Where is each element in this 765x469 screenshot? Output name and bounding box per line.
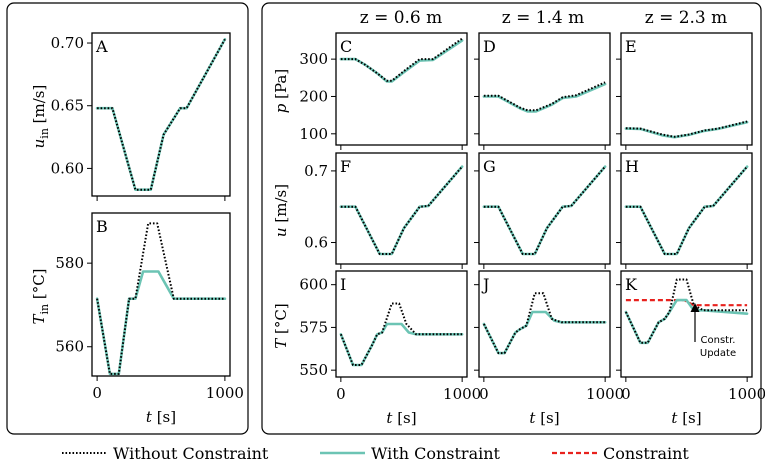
- panel-letter: B: [96, 217, 108, 236]
- column-title-3: z = 2.3 m: [645, 8, 728, 28]
- x-axis-label: t [s]: [671, 409, 701, 427]
- annotation-line-1: Constr.: [701, 335, 736, 346]
- panel-i: 550 575 600 0 1000 I T [°C] t [s]: [272, 270, 481, 427]
- x-tick-label: 1000: [443, 385, 481, 403]
- series-line-without-constraint: [96, 222, 225, 375]
- y-axis-label: Tin [°C]: [30, 268, 51, 324]
- column-title-1: z = 0.6 m: [360, 8, 443, 28]
- panel-letter: C: [340, 37, 352, 56]
- axes-box: [335, 152, 468, 265]
- y-tick-label: 100: [299, 125, 328, 143]
- panel-h: H: [616, 152, 753, 269]
- axes-box: [478, 270, 611, 378]
- y-tick-label: 560: [55, 338, 84, 356]
- right-group-frame: [261, 2, 762, 435]
- panel-letter: E: [625, 37, 637, 56]
- panel-e: E: [616, 32, 753, 150]
- y-tick-label: 550: [299, 361, 328, 379]
- x-tick-label: 0: [621, 385, 631, 403]
- legend-label-constraint: Constraint: [603, 444, 689, 463]
- series-line-with-constraint: [339, 165, 464, 256]
- y-tick-label: 0.65: [51, 97, 84, 115]
- y-tick-label: 575: [299, 318, 328, 336]
- x-axis-label: t [s]: [386, 409, 416, 427]
- x-tick-label: 0: [92, 384, 102, 402]
- axes-box: [620, 32, 753, 146]
- panel-k: 0 1000 Kt [s]: [616, 270, 765, 427]
- series-line-with-constraint: [95, 37, 227, 191]
- series-line-without-constraint: [483, 81, 606, 112]
- panel-f: 0.6 0.7 Fu [m/s]: [272, 152, 468, 269]
- y-tick-label: 0.60: [51, 159, 84, 177]
- series-line-with-constraint: [95, 270, 227, 376]
- axes-box: [91, 212, 231, 377]
- series-line-without-constraint: [625, 165, 748, 255]
- axes-box: [91, 32, 231, 197]
- y-tick-label: 300: [299, 50, 328, 68]
- y-tick-label: 600: [299, 276, 328, 294]
- panel-letter: F: [340, 157, 351, 176]
- panel-c: 100 200 300 Cp [Pa]: [272, 32, 468, 150]
- panel-g: G: [474, 152, 611, 269]
- series-line-with-constraint: [482, 310, 607, 355]
- series-line-with-constraint: [339, 39, 464, 83]
- left-group-frame: [6, 2, 249, 435]
- legend: Without Constraint With Constraint Const…: [62, 444, 689, 463]
- panel-letter: J: [481, 275, 489, 294]
- panel-d: D: [474, 32, 611, 150]
- series-line-without-constraint: [483, 292, 606, 355]
- panel-letter: I: [340, 275, 346, 294]
- axes-box: [335, 32, 468, 146]
- series-line-without-constraint: [483, 165, 606, 255]
- annotation-arrowhead: [690, 303, 700, 312]
- axes-box: [478, 32, 611, 146]
- series-line-without-constraint: [340, 165, 463, 255]
- series-line-with-constraint: [482, 165, 607, 256]
- y-axis-label: T [°C]: [272, 303, 290, 348]
- series-line-with-constraint: [624, 165, 749, 256]
- axes-box: [478, 152, 611, 265]
- axes-box: [620, 270, 753, 378]
- x-tick-label: 0: [336, 385, 346, 403]
- column-title-2: z = 1.4 m: [502, 8, 585, 28]
- x-tick-label: 1000: [728, 385, 765, 403]
- series-line-without-constraint: [97, 38, 226, 191]
- y-tick-label: 0.70: [51, 34, 84, 52]
- panel-letter: H: [625, 157, 639, 176]
- y-axis-label: u [m/s]: [272, 184, 290, 237]
- panel-letter: K: [625, 275, 638, 294]
- y-tick-label: 580: [55, 254, 84, 272]
- x-tick-label: 1000: [586, 385, 624, 403]
- series-line-without-constraint: [339, 302, 463, 366]
- panel-j: 0 1000 Jt [s]: [474, 270, 624, 427]
- panel-letter: D: [483, 37, 496, 56]
- panel-b: 560 580 0 1000 B Tin [°C] t [s]: [30, 212, 244, 426]
- legend-label-without-constraint: Without Constraint: [113, 444, 269, 463]
- x-axis-label: t [s]: [146, 408, 176, 426]
- y-axis-label: p [Pa]: [272, 69, 290, 113]
- panel-letter: A: [95, 37, 108, 56]
- x-tick-label: 0: [479, 385, 489, 403]
- series-line-without-constraint: [624, 278, 748, 344]
- series-line-with-constraint: [339, 322, 464, 367]
- y-tick-label: 0.6: [304, 234, 328, 252]
- annotation-line-2: Update: [700, 348, 736, 359]
- axes-box: [620, 152, 753, 265]
- constraint-update-annotation: Constr. Update: [690, 303, 736, 359]
- series-line-with-constraint: [482, 82, 607, 113]
- x-axis-label: t [s]: [529, 409, 559, 427]
- axes-box: [335, 270, 468, 378]
- legend-label-with-constraint: With Constraint: [371, 444, 501, 463]
- y-tick-label: 200: [299, 87, 328, 105]
- panel-letter: G: [483, 157, 496, 176]
- series-line-without-constraint: [625, 120, 748, 138]
- x-tick-label: 1000: [206, 384, 244, 402]
- y-axis-label: uin [m/s]: [30, 85, 51, 149]
- y-tick-label: 0.7: [304, 162, 328, 180]
